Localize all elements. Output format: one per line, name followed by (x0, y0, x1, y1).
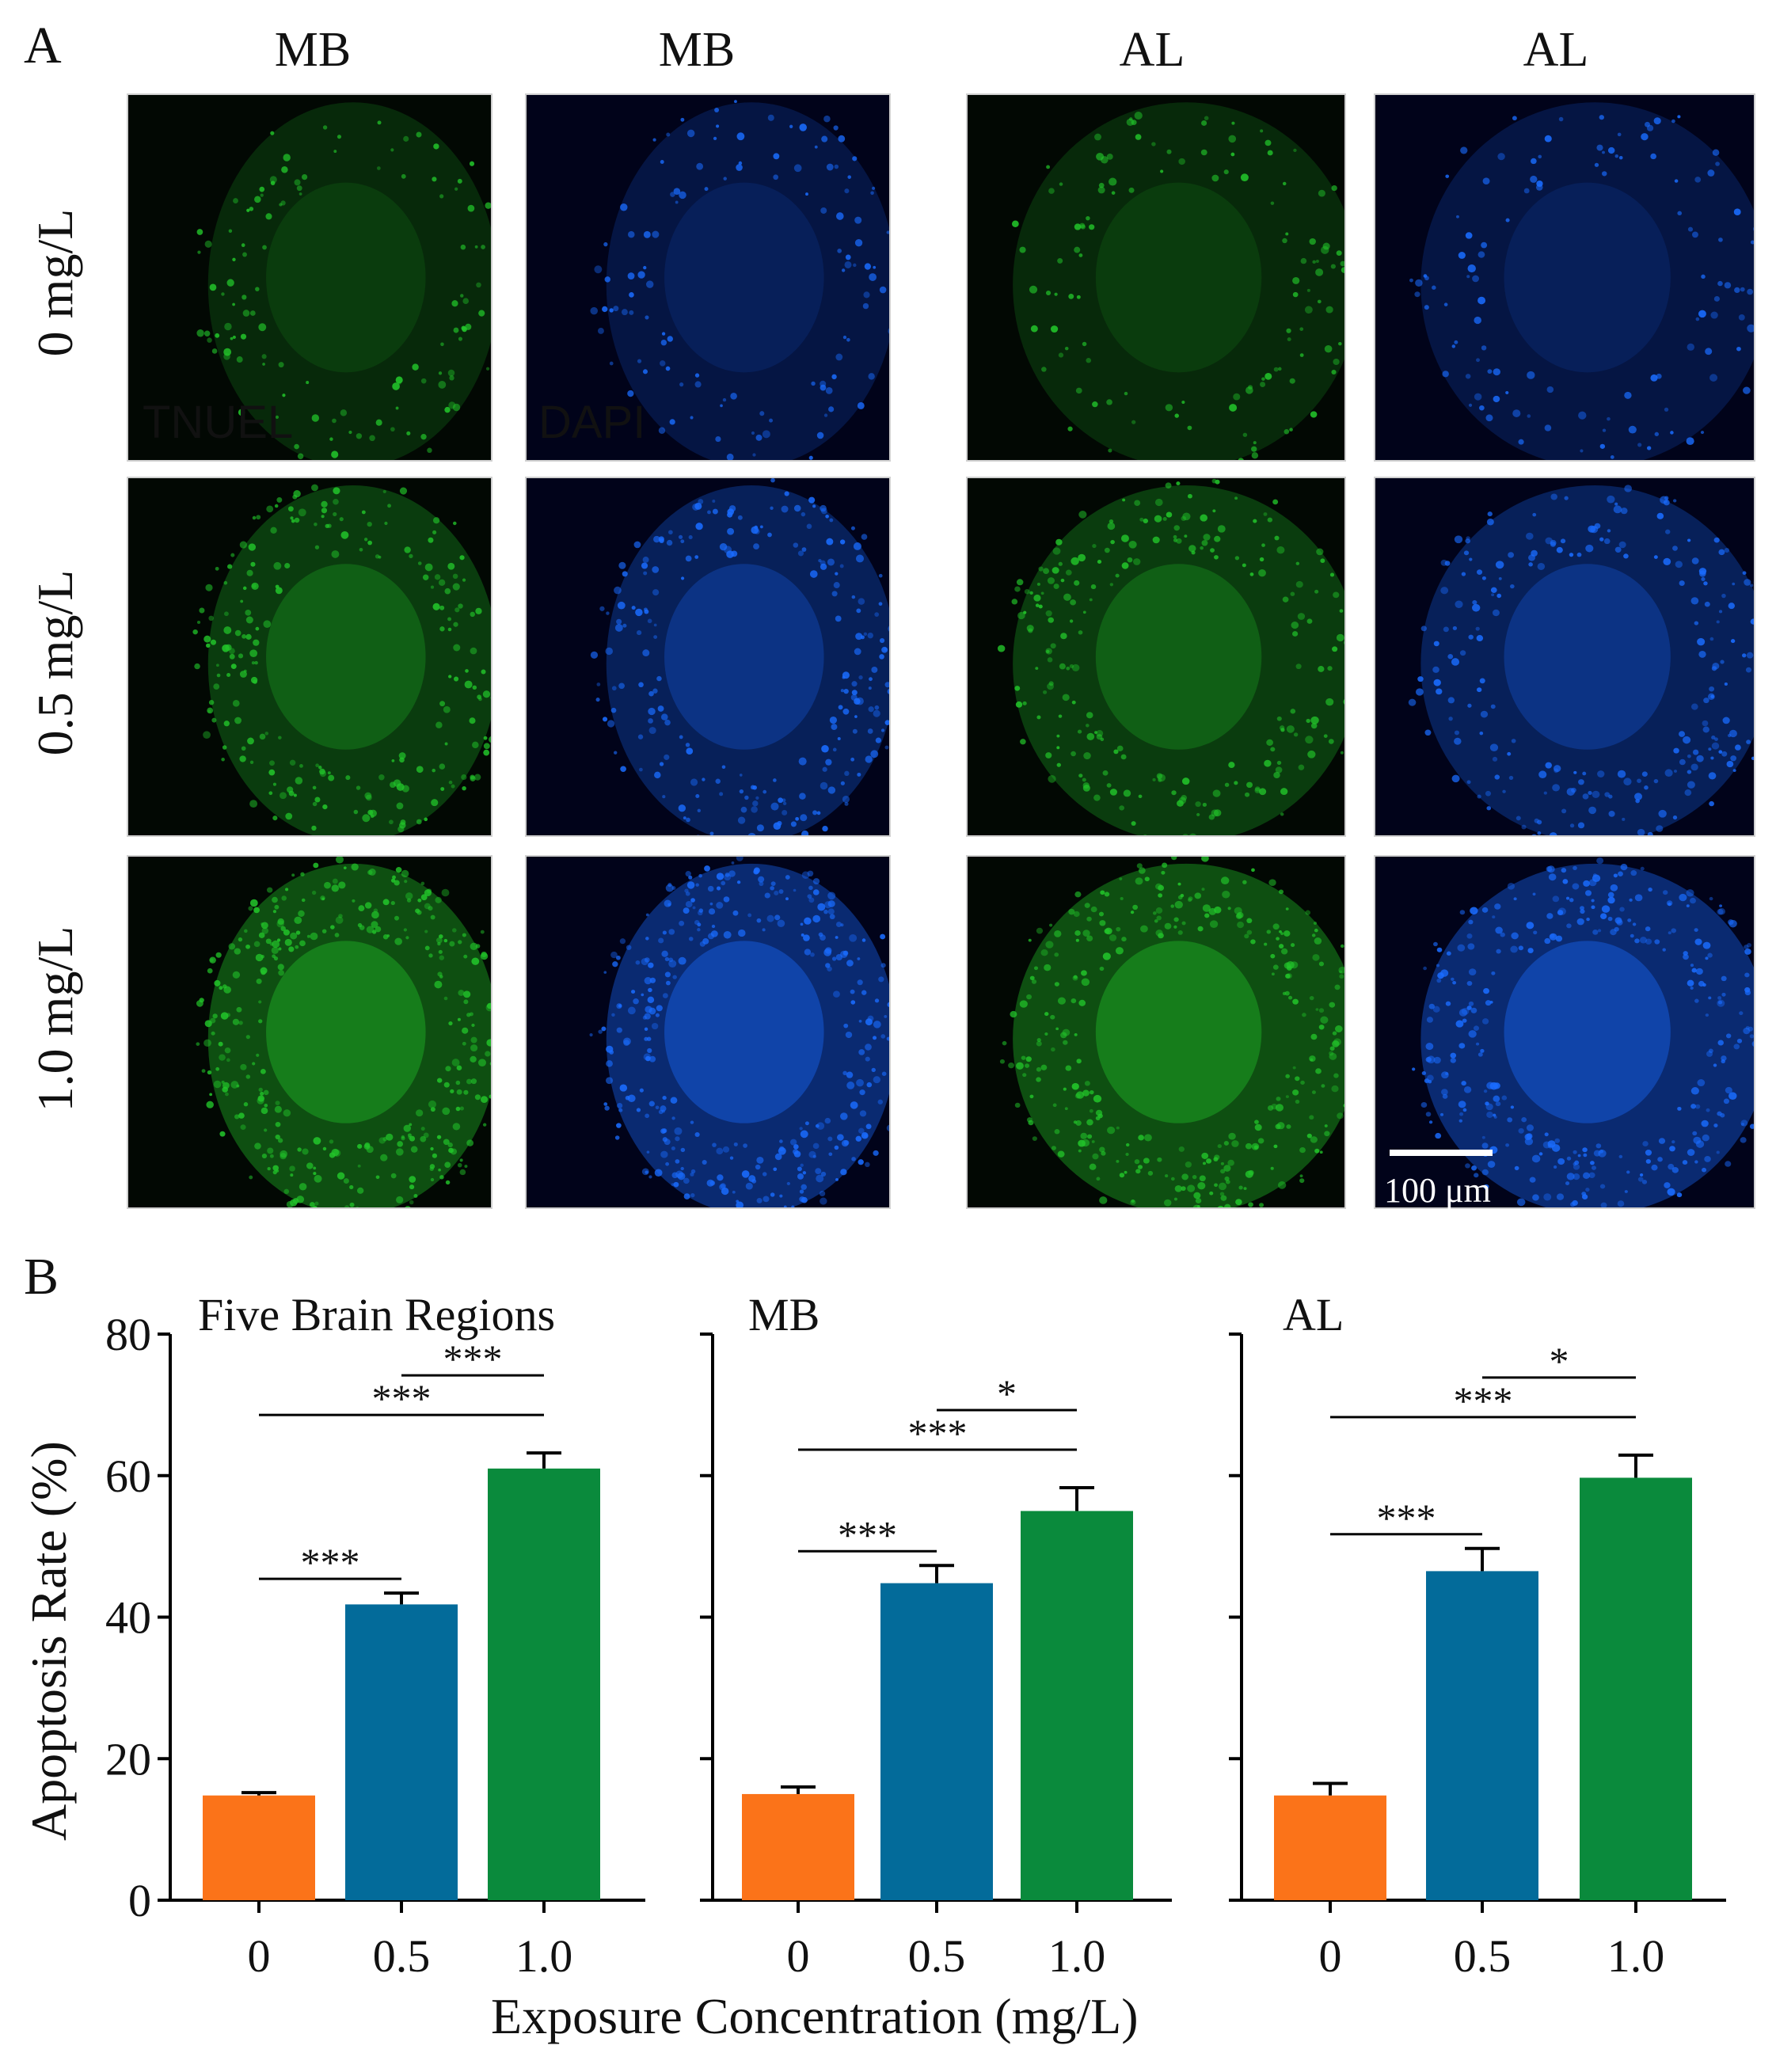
column-header-mb-tunel: MB (274, 23, 352, 77)
tunel-stain-label: TNUEL (143, 397, 294, 448)
significance-label: *** (1454, 1378, 1513, 1423)
row-label-0: 0 mg/L (27, 208, 83, 357)
x-tick-label: 0.5 (1454, 1930, 1512, 1982)
bar (880, 1583, 993, 1900)
y-axis-label: Apoptosis Rate (%) (21, 1441, 77, 1841)
significance-label: *** (838, 1512, 897, 1557)
bar (1274, 1795, 1386, 1900)
significance-label: *** (443, 1336, 503, 1381)
dapi-stain-label: DAPI (538, 397, 646, 448)
significance-label: * (997, 1371, 1017, 1416)
micrograph-image (525, 855, 891, 1209)
scale-bar (1390, 1150, 1493, 1156)
x-tick-label: 0 (787, 1930, 810, 1982)
micrograph-image (525, 477, 891, 837)
significance-label: *** (1377, 1496, 1436, 1540)
bar (203, 1795, 315, 1900)
x-tick-label: 0 (248, 1930, 271, 1982)
bar (1580, 1477, 1692, 1900)
x-tick-label: 0 (1319, 1930, 1342, 1982)
micrograph-image (1374, 477, 1755, 837)
micrograph-image (966, 93, 1346, 462)
y-tick-label: 20 (105, 1733, 151, 1785)
significance-label: * (1550, 1339, 1569, 1383)
x-axis-label: Exposure Concentration (mg/L) (491, 1988, 1139, 2044)
x-tick-label: 1.0 (515, 1930, 573, 1982)
significance-label: *** (372, 1376, 432, 1420)
chart-title: Five Brain Regions (198, 1289, 555, 1340)
micrograph-image (1374, 93, 1755, 462)
y-tick-label: 60 (105, 1450, 151, 1502)
y-tick-label: 80 (105, 1309, 151, 1360)
significance-label: *** (301, 1540, 360, 1584)
bar (1021, 1511, 1133, 1900)
y-tick-label: 0 (128, 1875, 151, 1926)
significance-label: *** (908, 1411, 968, 1455)
y-tick-label: 40 (105, 1592, 151, 1644)
scale-bar-label: 100 μm (1384, 1171, 1491, 1210)
row-label-1-0: 1.0 mg/L (27, 926, 83, 1112)
panel-a-label: A (24, 17, 62, 74)
column-header-al-tunel: AL (1119, 23, 1185, 77)
micrograph-image (525, 93, 891, 462)
column-header-mb-dapi: MB (658, 23, 736, 77)
micrograph-image (966, 855, 1346, 1209)
bar (1426, 1571, 1538, 1900)
x-tick-label: 0.5 (908, 1930, 966, 1982)
x-tick-label: 1.0 (1048, 1930, 1106, 1982)
column-header-al-dapi: AL (1523, 23, 1589, 77)
x-tick-label: 1.0 (1607, 1930, 1665, 1982)
micrograph-image (127, 93, 492, 462)
bar (742, 1793, 854, 1900)
panel-b-label: B (24, 1248, 59, 1306)
bar (488, 1468, 600, 1900)
micrograph-image (966, 477, 1346, 837)
micrograph-image (1374, 855, 1755, 1209)
bar (345, 1604, 458, 1900)
micrograph-image (127, 855, 492, 1209)
row-label-0-5: 0.5 mg/L (27, 569, 83, 756)
micrograph-image (127, 477, 492, 837)
x-tick-label: 0.5 (373, 1930, 431, 1982)
chart-title: MB (748, 1289, 820, 1340)
chart-title: AL (1283, 1289, 1344, 1340)
